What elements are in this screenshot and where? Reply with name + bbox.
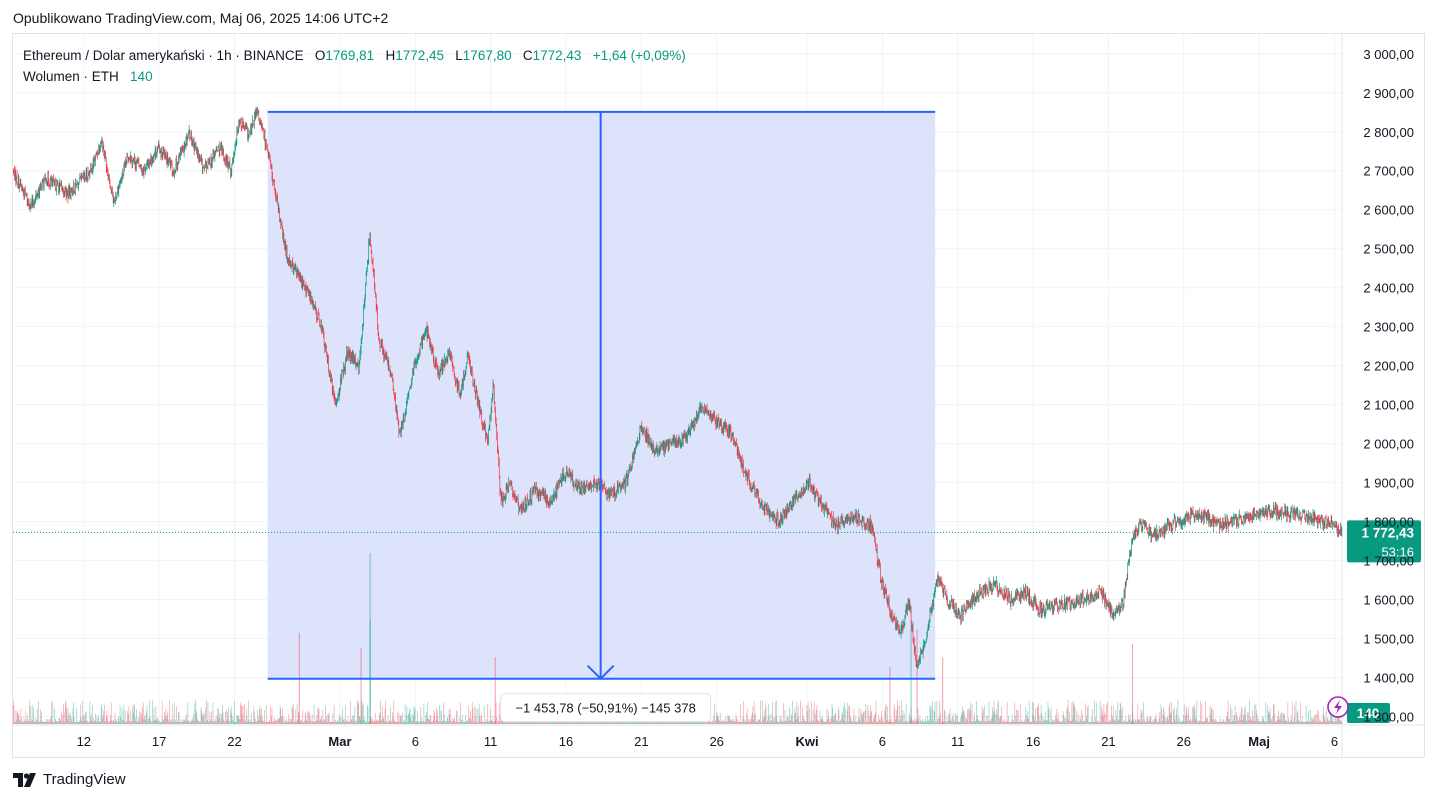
legend-symbol[interactable]: Ethereum / Dolar amerykański · 1h · BINA…: [23, 48, 304, 63]
price-axis: 3 000,00 2 900,00 2 800,00 2 700,00 2 600,00…: [1363, 47, 1414, 725]
legend-close-label: C: [522, 48, 533, 63]
price-tick-label: 2 900,00: [1363, 86, 1414, 101]
price-tick-label: 2 400,00: [1363, 281, 1414, 296]
legend-volume-row: Wolumen · ETH 140: [23, 66, 686, 87]
time-tick-label: 17: [152, 734, 166, 749]
legend-open-label: O: [314, 48, 326, 63]
measure-label-box: [500, 693, 712, 723]
brand-name: TradingView: [43, 771, 126, 788]
measure-label: −1 453,78 (−50,91%) −145 378: [515, 701, 695, 716]
last-price-badge: [1347, 520, 1421, 563]
bar-countdown: 53:16: [1381, 544, 1414, 559]
price-tick-label: 2 700,00: [1363, 164, 1414, 179]
time-tick-label: 12: [77, 734, 91, 749]
chart-legend: Ethereum / Dolar amerykański · 1h · BINA…: [23, 45, 686, 87]
measure-arrow-head: [586, 664, 615, 681]
price-tick-label: 2 100,00: [1363, 398, 1414, 413]
legend-volume-value: 140: [130, 69, 153, 84]
price-tick-label: 3 000,00: [1363, 47, 1414, 62]
price-tick-label: 2 600,00: [1363, 203, 1414, 218]
tradingview-brand[interactable]: TradingView: [13, 771, 126, 788]
time-tick-label: 22: [227, 734, 241, 749]
time-tick-label: Maj: [1248, 734, 1270, 749]
price-tick-label: 2 000,00: [1363, 437, 1414, 452]
volume-badge: [1347, 703, 1390, 723]
lightning-icon-glyph: [1334, 700, 1342, 714]
legend-low-value: 1767,80: [462, 48, 512, 63]
last-price-value: 1 772,43: [1361, 525, 1414, 540]
volume-bars: [12, 553, 1343, 724]
measure-tool: −1 453,78 (−50,91%) −145 378: [267, 110, 936, 723]
price-tick-label: 1 800,00: [1363, 515, 1414, 530]
legend-high-label: H: [385, 48, 396, 63]
time-axis: 12 17 22 Mar 6 11 16 21 26 Kwi 6 11 16 21 26 Maj 6: [77, 734, 1338, 749]
time-tick-label: 6: [412, 734, 419, 749]
time-tick-label: 16: [559, 734, 573, 749]
time-tick-label: 21: [634, 734, 648, 749]
time-tick-label: Kwi: [796, 734, 819, 749]
price-tick-label: 2 300,00: [1363, 320, 1414, 335]
time-tick-label: 6: [1331, 734, 1338, 749]
price-tick-label: 1 300,00: [1363, 710, 1414, 725]
chart-frame: [12, 33, 1425, 758]
time-tick-label: 26: [1177, 734, 1191, 749]
price-tick-label: 1 900,00: [1363, 476, 1414, 491]
lightning-icon[interactable]: [1327, 696, 1349, 718]
time-tick-label: 11: [951, 734, 965, 749]
published-caption: Opublikowano TradingView.com, Maj 06, 20…: [13, 10, 389, 26]
legend-open-value: 1769,81: [325, 48, 375, 63]
price-tick-label: 2 200,00: [1363, 359, 1414, 374]
legend-change-value: +1,64 (+0,09%): [592, 48, 686, 63]
price-tick-label: 2 800,00: [1363, 125, 1414, 140]
legend-close-value: 1772,43: [532, 48, 582, 63]
tradingview-logo-icon: [13, 772, 36, 787]
price-tick-label: 1 500,00: [1363, 632, 1414, 647]
price-candles: [12, 106, 1343, 669]
legend-high-value: 1772,45: [395, 48, 445, 63]
legend-ohlc-row: Ethereum / Dolar amerykański · 1h · BINA…: [23, 45, 686, 66]
time-tick-label: 21: [1101, 734, 1115, 749]
legend-volume-label[interactable]: Wolumen · ETH: [23, 69, 119, 84]
price-tick-label: 2 500,00: [1363, 242, 1414, 257]
price-tick-label: 1 600,00: [1363, 593, 1414, 608]
legend-low-label: L: [455, 48, 463, 63]
volume-badge-value: 140: [1357, 706, 1380, 721]
time-tick-label: 16: [1026, 734, 1040, 749]
price-tick-label: 1 400,00: [1363, 671, 1414, 686]
time-tick-label: Mar: [328, 734, 351, 749]
time-tick-label: 6: [879, 734, 886, 749]
time-tick-label: 11: [484, 734, 498, 749]
time-tick-label: 26: [709, 734, 723, 749]
last-price-line: 1 772,43 53:16 140: [13, 520, 1421, 723]
price-tick-label: 1 700,00: [1363, 554, 1414, 569]
